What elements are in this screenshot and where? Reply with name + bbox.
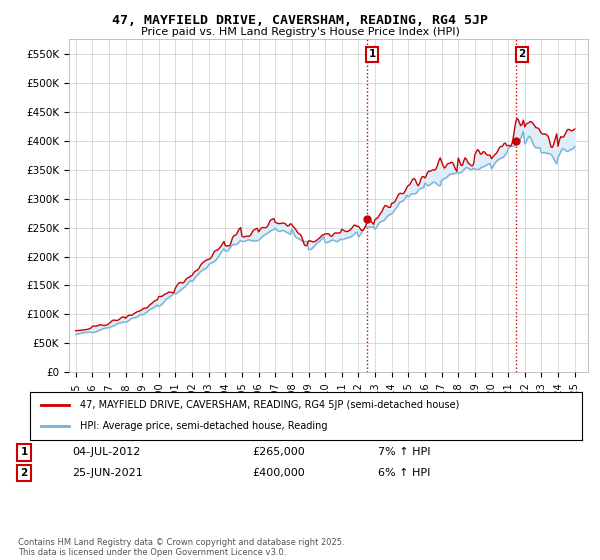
Text: 47, MAYFIELD DRIVE, CAVERSHAM, READING, RG4 5JP: 47, MAYFIELD DRIVE, CAVERSHAM, READING, … (112, 14, 488, 27)
Text: £400,000: £400,000 (252, 468, 305, 478)
Text: 04-JUL-2012: 04-JUL-2012 (72, 447, 140, 458)
Text: 2: 2 (518, 49, 526, 59)
Text: 2: 2 (20, 468, 28, 478)
Text: 1: 1 (368, 49, 376, 59)
Text: £265,000: £265,000 (252, 447, 305, 458)
Text: 47, MAYFIELD DRIVE, CAVERSHAM, READING, RG4 5JP (semi-detached house): 47, MAYFIELD DRIVE, CAVERSHAM, READING, … (80, 400, 459, 410)
Text: Contains HM Land Registry data © Crown copyright and database right 2025.
This d: Contains HM Land Registry data © Crown c… (18, 538, 344, 557)
Text: 1: 1 (20, 447, 28, 458)
Text: HPI: Average price, semi-detached house, Reading: HPI: Average price, semi-detached house,… (80, 421, 327, 431)
Text: 25-JUN-2021: 25-JUN-2021 (72, 468, 143, 478)
Text: 6% ↑ HPI: 6% ↑ HPI (378, 468, 430, 478)
Text: 7% ↑ HPI: 7% ↑ HPI (378, 447, 431, 458)
Text: Price paid vs. HM Land Registry's House Price Index (HPI): Price paid vs. HM Land Registry's House … (140, 27, 460, 37)
